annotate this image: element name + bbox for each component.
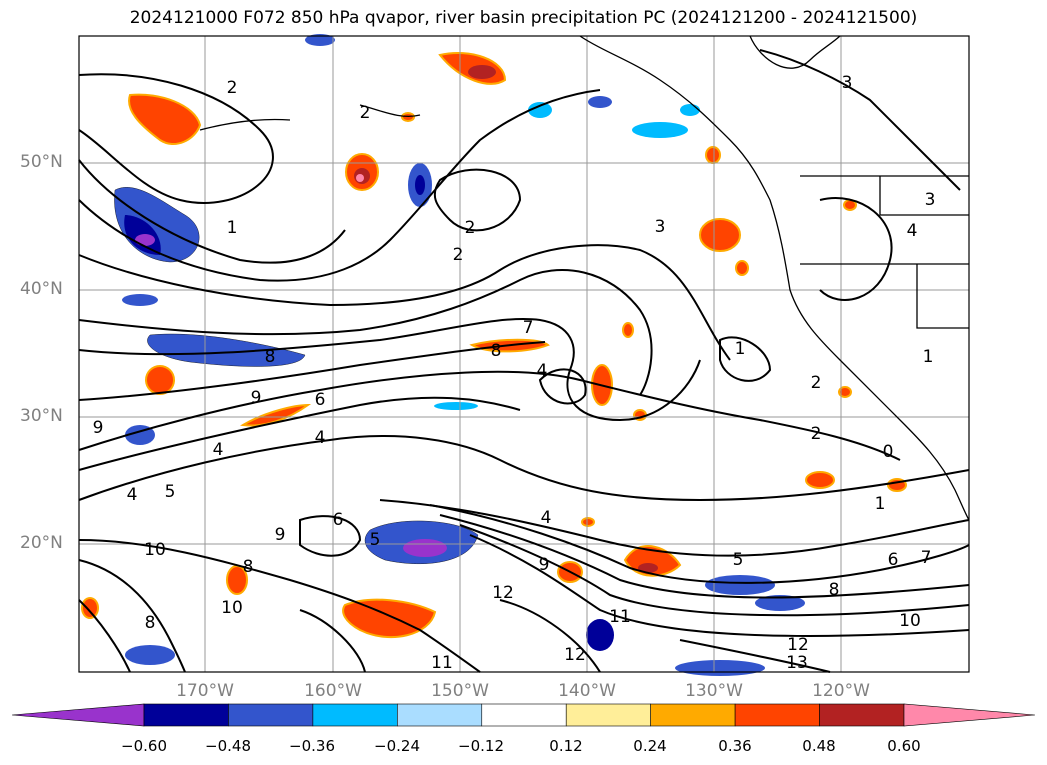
contour-label: 1 <box>923 347 934 367</box>
contour-label: 6 <box>333 510 344 530</box>
contour-label: 8 <box>829 580 840 600</box>
contour-label: 8 <box>265 347 276 367</box>
contour-label: 6 <box>315 390 326 410</box>
colorbar-tick: −0.12 <box>458 737 504 755</box>
contour-label: 2 <box>227 78 238 98</box>
colorbar-segment <box>819 703 905 727</box>
contour-label: 1 <box>735 339 746 359</box>
contour-label: 3 <box>655 217 666 237</box>
colorbar-tick: −0.48 <box>205 737 251 755</box>
graticule <box>79 36 969 672</box>
contour-label: 8 <box>491 341 502 361</box>
contour-label: 5 <box>165 482 176 502</box>
contour-label: 2 <box>360 103 371 123</box>
colorbar-segment <box>143 703 229 727</box>
colorbar-segment <box>481 703 567 727</box>
colorbar-segment <box>734 703 820 727</box>
colorbar-segment <box>397 703 483 727</box>
contour-label: 6 <box>888 550 899 570</box>
colorbar-segment <box>650 703 736 727</box>
contour-label: 5 <box>733 550 744 570</box>
contour-label: 1 <box>875 494 886 514</box>
colorbar-tick: 0.60 <box>887 737 921 755</box>
colorbar-tick: −0.36 <box>289 737 335 755</box>
colorbar-segment <box>228 703 314 727</box>
contour-label: 3 <box>925 190 936 210</box>
contour-label: 10 <box>144 540 166 560</box>
lon-label-140w: 140°W <box>558 681 616 701</box>
contour-label: 3 <box>842 73 853 93</box>
lat-label-40n: 40°N <box>20 279 63 299</box>
contour-labels: 2 2 3 1 2 2 3 3 4 7 8 4 1 1 9 6 8 4 4 2 … <box>93 73 936 673</box>
figure-title: 2024121000 F072 850 hPa qvapor, river ba… <box>129 8 918 28</box>
colorbar-segment <box>565 703 651 727</box>
lon-label-170w: 170°W <box>176 681 234 701</box>
contour-label: 11 <box>609 607 631 627</box>
contour-label: 7 <box>921 548 932 568</box>
contour-label: 5 <box>370 530 381 550</box>
colorbar-tick: −0.24 <box>374 737 420 755</box>
contour-label: 2 <box>811 373 822 393</box>
contour-label: 1 <box>227 218 238 238</box>
contour-label: 11 <box>431 653 453 673</box>
colorbar-segment <box>312 703 398 727</box>
contour-label: 2 <box>811 424 822 444</box>
lon-label-130w: 130°W <box>685 681 743 701</box>
lat-label-50n: 50°N <box>20 152 63 172</box>
contour-label: 8 <box>145 613 156 633</box>
contour-label: 12 <box>492 583 514 603</box>
contour-label: 10 <box>899 611 921 631</box>
map-panel: 2 2 3 1 2 2 3 3 4 7 8 4 1 1 9 6 8 4 4 2 … <box>78 34 970 676</box>
colorbar-extend-min <box>11 703 145 727</box>
coastline <box>199 35 970 521</box>
contour-label: 9 <box>275 525 286 545</box>
contour-label: 10 <box>221 598 243 618</box>
lon-label-150w: 150°W <box>431 681 489 701</box>
map-frame <box>78 35 970 673</box>
colorbar-extend-max <box>903 703 1036 727</box>
contour-label: 8 <box>243 557 254 577</box>
lat-label-20n: 20°N <box>20 533 63 553</box>
qvapor-contours <box>78 49 970 673</box>
contour-label: 4 <box>537 361 548 381</box>
contour-label: 2 <box>453 245 464 265</box>
contour-label: 9 <box>251 388 262 408</box>
colorbar <box>11 703 1036 727</box>
contour-label: 12 <box>787 635 809 655</box>
contour-label: 12 <box>564 645 586 665</box>
lon-label-120w: 120°W <box>812 681 870 701</box>
colorbar-tick: −0.60 <box>121 737 167 755</box>
contour-label: 13 <box>786 653 808 673</box>
contour-label: 9 <box>539 555 550 575</box>
colorbar-tick: 0.12 <box>549 737 583 755</box>
lat-label-30n: 30°N <box>20 406 63 426</box>
precipitation-shading <box>81 34 907 676</box>
colorbar-tick: 0.48 <box>802 737 836 755</box>
lon-label-160w: 160°W <box>304 681 362 701</box>
contour-label: 9 <box>93 418 104 438</box>
contour-label: 7 <box>523 318 534 338</box>
contour-label: 0 <box>883 442 894 462</box>
contour-label: 4 <box>907 221 918 241</box>
contour-label: 4 <box>541 508 552 528</box>
colorbar-tick: 0.24 <box>633 737 667 755</box>
contour-label: 4 <box>127 485 138 505</box>
colorbar-tick: 0.36 <box>718 737 752 755</box>
contour-label: 4 <box>213 440 224 460</box>
contour-label: 2 <box>465 218 476 238</box>
contour-label: 4 <box>315 428 326 448</box>
